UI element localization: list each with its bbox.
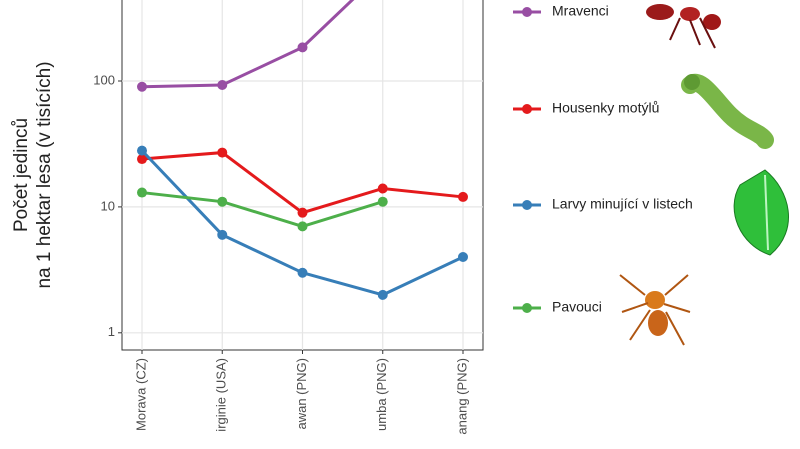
series-line (141, 0, 355, 89)
data-point (217, 147, 228, 158)
legend-swatch (522, 303, 532, 313)
y-axis-label: na 1 hektar lesa (v tisících) (34, 61, 55, 288)
data-point (458, 251, 468, 262)
y-tick-label: 10 (101, 198, 115, 213)
data-point (297, 42, 308, 53)
legend-label: Mravenci (552, 3, 609, 19)
leaf-icon (733, 169, 789, 256)
data-point (217, 79, 228, 90)
legend-swatch (522, 7, 532, 17)
legend-swatch (522, 200, 532, 210)
x-tick-label: Morava (CZ) (133, 358, 148, 431)
y-axis-label: Počet jedinců (11, 118, 32, 232)
x-tick-label: awan (PNG) (294, 358, 309, 430)
data-point (297, 267, 308, 278)
ant-icon (646, 4, 721, 49)
y-tick-label: 1 (108, 324, 115, 339)
legend-label: Larvy minující v listech (552, 196, 693, 212)
data-point (137, 81, 147, 92)
series-line (141, 191, 384, 228)
data-point (377, 183, 388, 194)
data-point (217, 196, 228, 207)
data-point (137, 187, 147, 198)
legend-swatch (522, 104, 532, 114)
spider-icon (619, 274, 691, 346)
legend-label: Housenky motýlů (552, 100, 659, 116)
data-point (137, 145, 147, 156)
data-point (458, 191, 468, 202)
data-point (217, 229, 228, 240)
data-point (377, 196, 388, 207)
caterpillar-icon (681, 73, 774, 149)
data-point (297, 207, 308, 218)
x-tick-label: irginie (USA) (214, 358, 229, 432)
data-point (297, 221, 308, 232)
data-point (137, 154, 147, 165)
x-tick-label: anang (PNG) (454, 358, 469, 435)
x-tick-label: umba (PNG) (374, 358, 389, 431)
legend-label: Pavouci (552, 299, 602, 315)
y-tick-label: 100 (93, 72, 115, 87)
data-point (377, 289, 388, 300)
